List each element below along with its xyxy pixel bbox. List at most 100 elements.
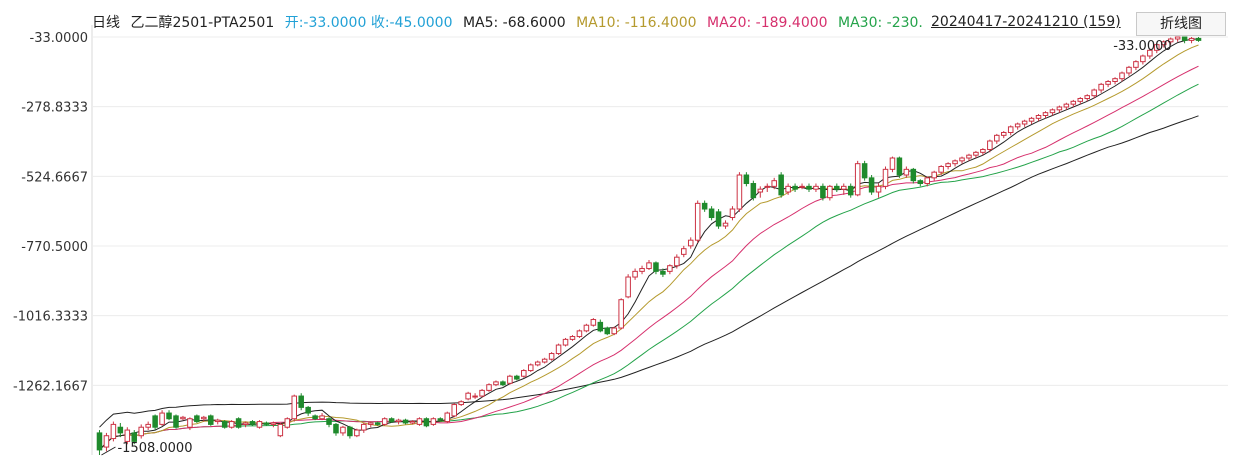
candle-body — [486, 384, 492, 391]
candle-28 — [291, 394, 298, 422]
candle-50 — [444, 411, 451, 423]
date-range-link[interactable]: 20240417-20241210 (159) — [931, 14, 1121, 30]
candle-103 — [813, 183, 819, 193]
candle-95 — [757, 186, 764, 198]
line-chart-toggle-button[interactable]: 折线图 — [1136, 12, 1226, 36]
candle-38 — [361, 422, 367, 433]
candle-body — [1160, 41, 1167, 46]
candle-64 — [541, 357, 548, 364]
candle-body — [660, 270, 666, 275]
candle-41 — [381, 417, 388, 426]
candle-58 — [500, 380, 506, 387]
candle-body — [674, 256, 680, 267]
ma30-value: MA30: -230. — [838, 15, 923, 31]
candle-body — [166, 412, 172, 420]
ma10-value: MA10: -116.4000 — [576, 15, 697, 31]
max-annotation: -33.0000 — [1113, 39, 1171, 54]
candle-97 — [771, 177, 777, 190]
candle-30 — [305, 405, 311, 416]
candle-body — [625, 276, 631, 298]
candle-body — [701, 202, 708, 210]
candle-body — [444, 412, 451, 423]
candle-body — [131, 432, 138, 442]
candle-3 — [117, 422, 124, 438]
candle-140 — [1070, 99, 1077, 107]
candle-body — [562, 338, 569, 346]
candle-116 — [903, 166, 910, 178]
candles — [96, 36, 1202, 455]
candle-131 — [1007, 125, 1014, 136]
candle-body — [743, 174, 750, 185]
candle-144 — [1098, 82, 1104, 93]
candle-body — [917, 180, 924, 185]
annotations: -33.0000 -1508.0000 — [101, 39, 1172, 456]
candle-body — [792, 185, 798, 190]
candle-body — [228, 421, 235, 428]
candle-body — [1126, 66, 1132, 74]
y-tick-label-0: -33.0000 — [30, 31, 88, 46]
candle-body — [715, 211, 722, 227]
candle-151 — [1147, 48, 1153, 59]
candle-6 — [138, 424, 144, 439]
candle-5 — [131, 430, 138, 445]
candle-72 — [597, 319, 604, 333]
moving-average-lines — [99, 38, 1199, 451]
ma-long-line — [99, 115, 1199, 428]
candle-105 — [827, 184, 833, 201]
candle-53 — [465, 391, 471, 401]
candle-body — [813, 185, 819, 190]
candle-129 — [994, 133, 1000, 144]
candle-body — [493, 381, 499, 386]
candle-13 — [187, 417, 193, 431]
candle-body — [583, 324, 590, 332]
candle-112 — [875, 183, 882, 198]
candle-66 — [555, 343, 562, 355]
candle-body — [1021, 120, 1028, 125]
candle-body — [1063, 103, 1070, 108]
candle-body — [326, 418, 332, 425]
candle-149 — [1133, 60, 1139, 71]
candle-138 — [1056, 105, 1063, 113]
candle-123 — [952, 159, 958, 167]
candle-44 — [402, 418, 409, 425]
candle-body — [221, 421, 228, 428]
candle-9 — [159, 410, 165, 426]
candle-body — [305, 406, 311, 414]
candle-body — [187, 418, 193, 428]
candle-body — [1035, 114, 1042, 119]
candle-body — [1000, 132, 1007, 136]
candle-111 — [868, 175, 875, 195]
candle-body — [910, 168, 917, 182]
candle-100 — [792, 183, 798, 193]
candle-92 — [736, 172, 743, 212]
candle-body — [1167, 38, 1174, 43]
candle-143 — [1091, 88, 1097, 99]
candle-52 — [458, 400, 464, 406]
candle-body — [1147, 49, 1153, 57]
candle-109 — [854, 160, 861, 197]
candle-142 — [1084, 94, 1090, 102]
candle-93 — [743, 172, 750, 187]
candle-132 — [1014, 122, 1021, 130]
candle-56 — [486, 383, 492, 392]
candle-body — [854, 163, 861, 196]
candle-body — [875, 185, 882, 193]
candle-body — [576, 330, 583, 338]
candle-body — [1119, 72, 1125, 80]
candle-55 — [479, 388, 485, 398]
candle-body — [757, 188, 764, 193]
candle-body — [694, 202, 701, 241]
candle-155 — [1174, 36, 1181, 42]
candle-body — [361, 423, 367, 431]
candle-body — [1188, 37, 1195, 41]
candle-body — [1154, 44, 1160, 51]
candle-body — [1112, 78, 1118, 82]
candle-23 — [256, 420, 263, 429]
candle-11 — [173, 414, 179, 429]
close-value: 收:-45.0000 — [370, 15, 453, 31]
candle-128 — [987, 139, 993, 153]
candle-body — [430, 418, 437, 425]
candle-body — [1049, 109, 1056, 114]
candle-body — [1091, 89, 1097, 97]
